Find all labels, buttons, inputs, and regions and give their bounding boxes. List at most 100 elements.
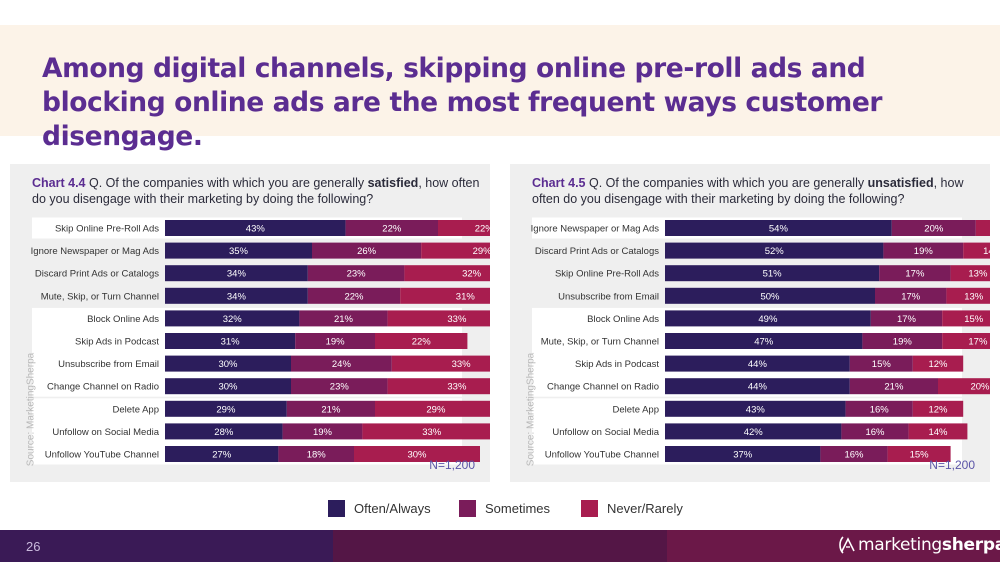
bar-segment-sometimes [278, 446, 354, 462]
sample-size-label: N=1,200 [929, 458, 975, 472]
bar-segment-often-always [665, 400, 846, 417]
chart-question-start: Q. Of the companies with which you are g… [585, 176, 868, 190]
source-label: Source: MarketingSherpa [525, 352, 537, 467]
category-label: Mute, Skip, or Turn Channel [541, 337, 659, 348]
category-label: Skip Online Pre-Roll Ads [555, 269, 659, 280]
bar-segment-often-always [165, 265, 308, 282]
data-label: 18% [307, 450, 327, 461]
bar-segment-sometimes [307, 265, 405, 282]
bar-segment-never-rarely [942, 310, 990, 327]
chart-panel-unsatisfied: Chart 4.5 Q. Of the companies with which… [510, 164, 990, 482]
data-label: 31% [221, 337, 241, 348]
bar-segment-often-always [665, 423, 842, 440]
bar-segment-often-always [665, 378, 850, 395]
category-label: Skip Ads in Podcast [575, 359, 659, 370]
data-label: 30% [218, 382, 238, 393]
category-label: Mute, Skip, or Turn Channel [41, 291, 159, 302]
data-label: 34% [227, 269, 247, 280]
data-label: 32% [462, 269, 482, 280]
bar-segment-never-rarely [887, 446, 951, 462]
data-label: 19% [914, 246, 934, 257]
bar-segment-sometimes [841, 423, 909, 440]
legend-swatch [459, 500, 476, 517]
bar-segment-sometimes [820, 446, 888, 462]
chart-question-emphasis: unsatisfied [867, 176, 934, 190]
category-label: Unfollow YouTube Channel [545, 450, 659, 461]
bar-segment-often-always [165, 378, 291, 395]
bar-segment-never-rarely [950, 265, 990, 282]
data-label: 12% [928, 404, 948, 415]
data-label: 17% [901, 291, 921, 302]
category-label: Delete App [113, 404, 159, 415]
data-label: 24% [332, 359, 352, 370]
category-label: Skip Online Pre-Roll Ads [55, 224, 159, 235]
category-label: Unfollow YouTube Channel [45, 450, 159, 461]
footer-segment [667, 530, 1000, 562]
data-label: 43% [246, 224, 266, 235]
sherpa-logo-icon [839, 536, 855, 554]
bar-segment-sometimes [299, 310, 388, 327]
bar-segment-sometimes [286, 400, 375, 417]
data-label: 35% [229, 246, 249, 257]
data-label: 22% [475, 224, 490, 235]
data-label: 13% [968, 269, 988, 280]
category-label: Discard Print Ads or Catalogs [535, 246, 659, 257]
data-label: 50% [760, 291, 780, 302]
data-label: 16% [865, 427, 885, 438]
data-label: 20% [970, 382, 990, 393]
category-label: Delete App [613, 404, 659, 415]
chart-question-emphasis: satisfied [367, 176, 419, 190]
data-label: 17% [897, 314, 917, 325]
chart-legend: Often/Always Sometimes Never/Rarely [0, 500, 1000, 518]
chart-number: Chart 4.5 [532, 176, 586, 190]
bar-segment-sometimes [291, 378, 388, 395]
bar-segment-never-rarely [387, 310, 490, 327]
bar-segment-often-always [165, 220, 346, 236]
bar-segment-sometimes [295, 333, 375, 349]
bar-segment-never-rarely [938, 378, 990, 395]
data-label: 23% [347, 269, 367, 280]
legend-label: Never/Rarely [607, 501, 683, 516]
bar-segment-sometimes [870, 310, 943, 327]
data-label: 44% [748, 382, 768, 393]
chart-title: Chart 4.4 Q. Of the companies with which… [32, 175, 482, 207]
bar-segment-sometimes [291, 355, 392, 372]
data-label: 44% [748, 359, 768, 370]
data-label: 33% [447, 314, 467, 325]
legend-swatch [328, 500, 345, 517]
marketingsherpa-logo: marketingsherpa [838, 534, 1000, 558]
category-label: Ignore Newspaper or Mag Ads [531, 224, 660, 235]
bar-segment-often-always [165, 400, 287, 417]
data-label: 14% [983, 246, 990, 257]
data-label: 17% [968, 337, 988, 348]
category-label: Unfollow on Social Media [552, 427, 659, 438]
data-label: 12% [928, 359, 948, 370]
legend-label: Sometimes [485, 501, 551, 516]
footer-bar: 26 marketingsherpa [0, 530, 1000, 562]
bar-segment-never-rarely [963, 242, 990, 259]
data-label: 21% [334, 314, 354, 325]
bar-segment-sometimes [307, 287, 401, 304]
data-label: 21% [321, 404, 341, 415]
bar-segment-often-always [165, 310, 300, 327]
bar-segment-often-always [165, 446, 279, 462]
bar-segment-sometimes [345, 220, 438, 236]
legend-label: Often/Always [354, 501, 431, 516]
bar-segment-never-rarely [375, 400, 490, 417]
bar-segment-sometimes [883, 242, 964, 259]
footer-segment [333, 530, 667, 562]
data-label: 16% [870, 404, 890, 415]
category-label: Unsubscribe from Email [558, 291, 659, 302]
data-label: 29% [216, 404, 236, 415]
data-label: 15% [872, 359, 892, 370]
bar-segment-often-always [165, 355, 291, 372]
data-label: 22% [412, 337, 432, 348]
bar-segment-sometimes [849, 378, 938, 395]
chart-panel-satisfied: Chart 4.4 Q. Of the companies with which… [10, 164, 490, 482]
bar-segment-sometimes [862, 333, 943, 349]
bar-segment-sometimes [282, 423, 363, 440]
bar-segment-never-rarely [942, 333, 990, 349]
chart-unsatisfied-svg: Ignore Newspaper or Mag Ads54%20%11%Disc… [531, 217, 990, 465]
bar-segment-never-rarely [391, 355, 490, 372]
page-title: Among digital channels, skipping online … [42, 53, 883, 152]
